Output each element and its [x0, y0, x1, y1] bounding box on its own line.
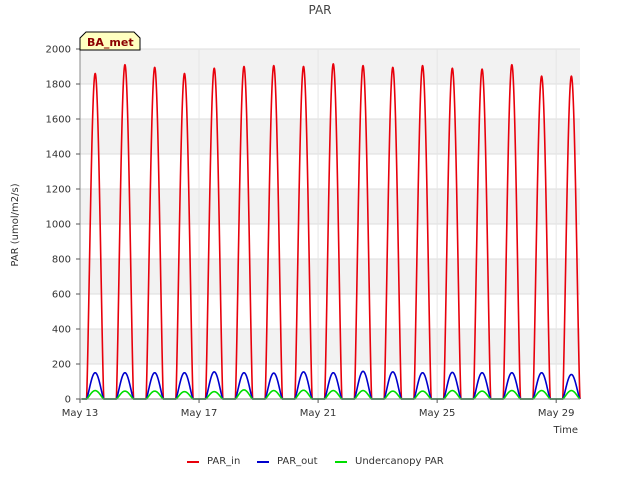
y-tick-label: 0 — [65, 395, 71, 406]
y-axis-ticks: 0 200 400 600 800 1000 1200 1400 1600 1800 2000 — [46, 45, 80, 406]
plot-band — [80, 189, 580, 224]
x-tick-label: May 25 — [419, 408, 456, 419]
x-tick-label: May 13 — [62, 408, 99, 419]
x-tick-label: May 29 — [538, 408, 575, 419]
legend-label-par-out: PAR_out — [277, 456, 318, 467]
x-axis-label: Time — [553, 425, 578, 436]
site-badge: BA_met — [79, 31, 141, 51]
site-badge-shape — [79, 31, 141, 51]
x-tick-label: May 21 — [300, 408, 337, 419]
y-tick-label: 200 — [52, 360, 71, 371]
plot-band — [80, 329, 580, 364]
y-tick-label: 800 — [52, 255, 71, 266]
x-axis-ticks: May 13 May 17 May 21 May 25 May 29 — [62, 399, 575, 419]
y-axis-label: PAR (umol/m2/s) — [10, 183, 21, 266]
legend-label-undercanopy-par: Undercanopy PAR — [355, 456, 444, 467]
y-tick-label: 1600 — [46, 115, 71, 126]
y-tick-label: 1200 — [46, 185, 71, 196]
site-badge-label: BA_met — [87, 36, 134, 49]
plot-band — [80, 49, 580, 84]
y-tick-label: 600 — [52, 290, 71, 301]
x-tick-label: May 17 — [181, 408, 218, 419]
y-tick-label: 1400 — [46, 150, 71, 161]
y-tick-label: 400 — [52, 325, 71, 336]
y-tick-label: 1800 — [46, 80, 71, 91]
legend-label-par-in: PAR_in — [207, 456, 240, 467]
chart-title: PAR — [308, 3, 331, 17]
legend: PAR_in PAR_out Undercanopy PAR — [187, 456, 444, 467]
plot-band — [80, 259, 580, 294]
y-tick-label: 1000 — [46, 220, 71, 231]
y-tick-label: 2000 — [46, 45, 71, 56]
